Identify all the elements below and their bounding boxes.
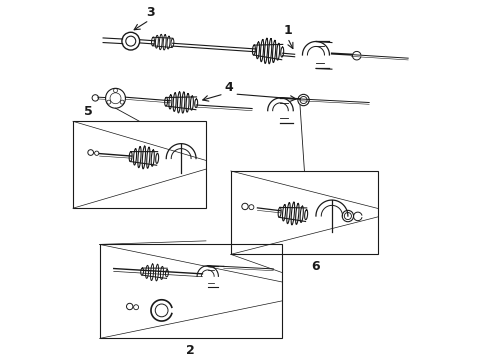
Text: 3: 3	[147, 6, 155, 19]
Text: 5: 5	[84, 105, 92, 118]
Text: 2: 2	[186, 344, 195, 357]
Bar	[231, 171, 378, 255]
Text: 4: 4	[224, 81, 233, 94]
Bar	[73, 121, 206, 208]
Text: 1: 1	[283, 24, 292, 37]
Text: 6: 6	[312, 260, 320, 273]
Bar	[99, 244, 282, 338]
